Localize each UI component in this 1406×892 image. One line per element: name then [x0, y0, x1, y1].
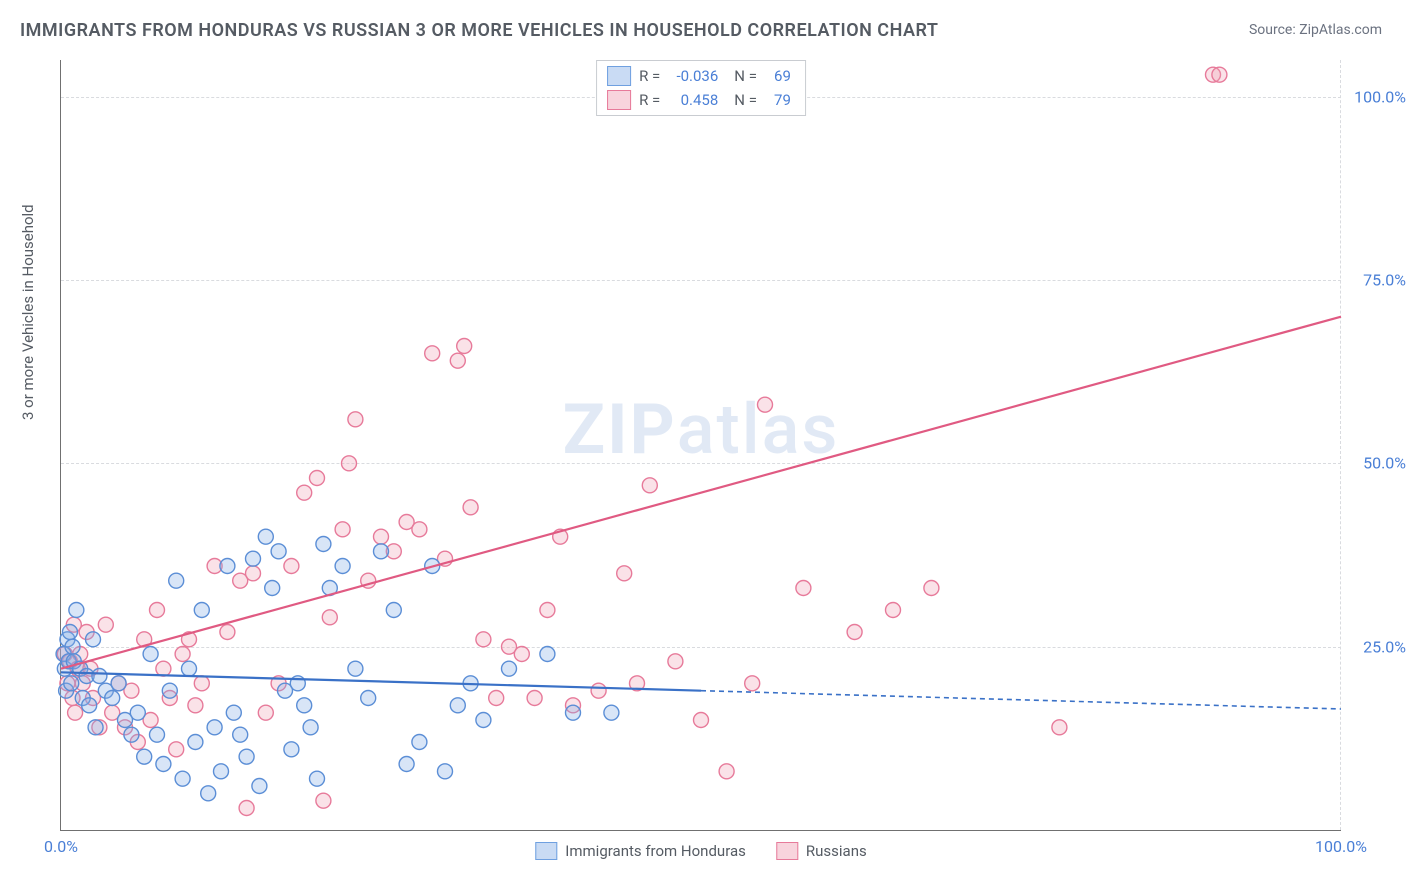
plot-area: 25.0%50.0%75.0%100.0%0.0%100.0% ZIPatlas…: [60, 60, 1341, 831]
y-tick-label: 75.0%: [1363, 271, 1406, 290]
swatch-russians-icon: [607, 90, 631, 110]
legend-item-russians: Russians: [776, 842, 867, 860]
y-tick-label: 25.0%: [1363, 637, 1406, 656]
y-axis-label: 3 or more Vehicles in Household: [19, 204, 37, 420]
legend-r-label: R =: [639, 65, 660, 87]
y-tick-label: 100.0%: [1354, 87, 1406, 106]
legend-n-russians: 79: [765, 89, 791, 111]
legend-item-honduras: Immigrants from Honduras: [535, 842, 746, 860]
legend-stats-row-russians: R = 0.458 N = 79: [607, 89, 791, 111]
legend-n-label: N =: [734, 65, 757, 87]
x-tick-label: 0.0%: [44, 837, 78, 856]
swatch-russians-icon: [776, 842, 798, 860]
legend-r-label: R =: [639, 89, 660, 111]
swatch-honduras-icon: [535, 842, 557, 860]
legend-stats-row-honduras: R = -0.036 N = 69: [607, 65, 791, 87]
legend-label-honduras: Immigrants from Honduras: [565, 842, 746, 860]
source-attribution: Source: ZipAtlas.com: [1249, 22, 1382, 38]
legend-n-label: N =: [734, 89, 757, 111]
legend-r-russians: 0.458: [668, 89, 718, 111]
swatch-honduras-icon: [607, 66, 631, 86]
legend-n-honduras: 69: [765, 65, 791, 87]
legend-r-honduras: -0.036: [668, 65, 718, 87]
y-tick-label: 50.0%: [1363, 454, 1406, 473]
chart-title: IMMIGRANTS FROM HONDURAS VS RUSSIAN 3 OR…: [20, 20, 938, 41]
scatter-svg: [61, 60, 1341, 830]
legend-label-russians: Russians: [806, 842, 867, 860]
legend-stats-box: R = -0.036 N = 69 R = 0.458 N = 79: [596, 60, 806, 116]
x-tick-label: 100.0%: [1315, 837, 1367, 856]
legend-series: Immigrants from Honduras Russians: [535, 842, 866, 860]
